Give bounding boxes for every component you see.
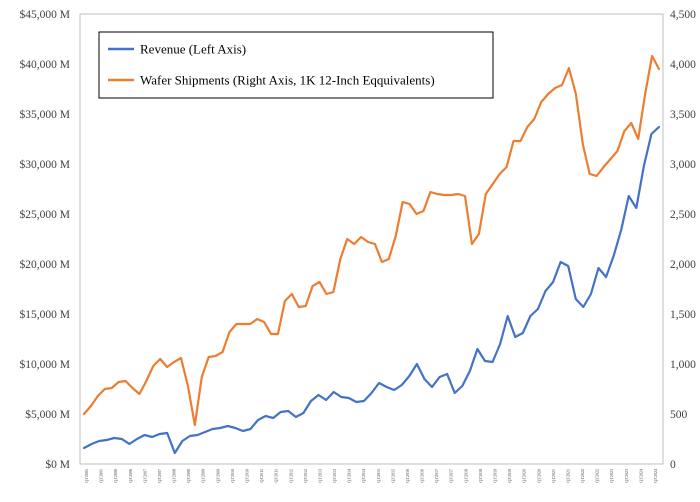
right-tick-label: 500 bbox=[670, 409, 688, 421]
left-tick-label: $35,000 M bbox=[20, 108, 70, 121]
x-tick-label: Q1'2008 bbox=[172, 469, 177, 483]
x-tick-label: Q3'2022 bbox=[595, 469, 600, 483]
x-tick-label: Q3'2017 bbox=[449, 469, 454, 483]
x-tick-label: Q3'2012 bbox=[303, 469, 308, 483]
left-tick-label: $40,000 M bbox=[20, 58, 70, 71]
x-tick-label: Q3'2009 bbox=[215, 469, 220, 483]
x-tick-label: Q3'2024 bbox=[653, 469, 658, 483]
x-tick-label: Q1'2015 bbox=[376, 469, 381, 483]
x-tick-label: Q3'2008 bbox=[186, 469, 191, 483]
x-tick-label: Q3'2010 bbox=[244, 469, 249, 483]
x-tick-label: Q3'2006 bbox=[128, 469, 133, 483]
left-tick-label: $45,000 M bbox=[20, 8, 70, 21]
left-tick-label: $15,000 M bbox=[20, 308, 70, 321]
left-tick-label: $0 M bbox=[45, 458, 70, 471]
x-tick-label: Q3'2019 bbox=[507, 469, 512, 483]
x-tick-label: Q1'2016 bbox=[405, 469, 410, 483]
x-tick-label: Q1'2009 bbox=[201, 469, 206, 483]
x-tick-label: Q1'2007 bbox=[142, 469, 147, 483]
legend-label-revenue: Revenue (Left Axis) bbox=[140, 42, 246, 57]
right-tick-label: 1,500 bbox=[670, 309, 696, 321]
x-tick-label: Q3'2007 bbox=[157, 469, 162, 483]
x-tick-label: Q3'2020 bbox=[536, 469, 541, 483]
right-axis-ticks: 0 500 1,000 1,500 2,000 2,500 3,000 3,500 4,000 4… bbox=[670, 9, 696, 471]
left-tick-label: $25,000 M bbox=[20, 208, 70, 221]
plot-area-frame bbox=[79, 13, 664, 465]
x-tick-label: Q1'2019 bbox=[493, 469, 498, 483]
series-lines bbox=[82, 54, 661, 455]
x-tick-label: Q3'2013 bbox=[332, 469, 337, 483]
legend-label-wafer-shipments: Wafer Shipments (Right Axis, 1K 12-Inch … bbox=[140, 73, 435, 88]
x-tick-label: Q1'2012 bbox=[288, 469, 293, 483]
left-tick-label: $5,000 M bbox=[25, 408, 70, 421]
left-axis-ticks: $0 M $5,000 M $10,000 M $15,000 M $20,000 M $… bbox=[20, 8, 70, 471]
x-tick-label: Q1'2006 bbox=[113, 469, 118, 483]
x-tick-label: Q1'2011 bbox=[259, 469, 264, 482]
x-tick-label: Q1'2021 bbox=[551, 469, 556, 483]
x-tick-label: Q1'2013 bbox=[317, 469, 322, 483]
x-tick-label: Q1'2024 bbox=[638, 469, 643, 483]
x-tick-label: Q1'2023 bbox=[609, 469, 614, 483]
right-tick-label: 2,000 bbox=[670, 259, 696, 271]
wafer-shipments-line bbox=[82, 54, 661, 427]
right-tick-label: 0 bbox=[670, 459, 676, 471]
x-tick-label: Q3'2016 bbox=[420, 469, 425, 483]
x-tick-label: Q1'2010 bbox=[230, 469, 235, 483]
x-tick-label: Q1'2005 bbox=[84, 469, 89, 483]
right-tick-label: 3,500 bbox=[670, 109, 696, 121]
right-tick-label: 1,000 bbox=[670, 359, 696, 371]
right-tick-label: 2,500 bbox=[670, 209, 696, 221]
x-tick-label: Q3'2005 bbox=[99, 469, 104, 483]
right-tick-label: 4,500 bbox=[670, 9, 696, 21]
x-tick-label: Q1'2014 bbox=[347, 469, 352, 483]
left-tick-label: $10,000 M bbox=[20, 358, 70, 371]
x-tick-label: Q1'2022 bbox=[580, 469, 585, 483]
right-tick-label: 3,000 bbox=[670, 159, 696, 171]
x-tick-label: Q1'2017 bbox=[434, 469, 439, 483]
left-tick-label: $20,000 M bbox=[20, 258, 70, 271]
x-tick-label: Q3'2011 bbox=[274, 469, 279, 482]
left-tick-label: $30,000 M bbox=[20, 158, 70, 171]
x-axis-ticks: Q1'2005 Q3'2005 Q1'2006 Q3'2006 Q1'2007 Q3'20… bbox=[84, 469, 658, 483]
x-tick-label: Q3'2021 bbox=[565, 469, 570, 483]
x-tick-label: Q3'2018 bbox=[478, 469, 483, 483]
x-tick-label: Q3'2015 bbox=[390, 469, 395, 483]
x-tick-label: Q3'2014 bbox=[361, 469, 366, 483]
right-tick-label: 4,000 bbox=[670, 59, 696, 71]
legend: Revenue (Left Axis) Wafer Shipments (Rig… bbox=[98, 31, 494, 99]
x-tick-label: Q1'2020 bbox=[522, 469, 527, 483]
revenue-line bbox=[82, 125, 661, 455]
x-tick-label: Q1'2018 bbox=[463, 469, 468, 483]
legend-box bbox=[98, 31, 494, 99]
x-tick-label: Q3'2023 bbox=[624, 469, 629, 483]
